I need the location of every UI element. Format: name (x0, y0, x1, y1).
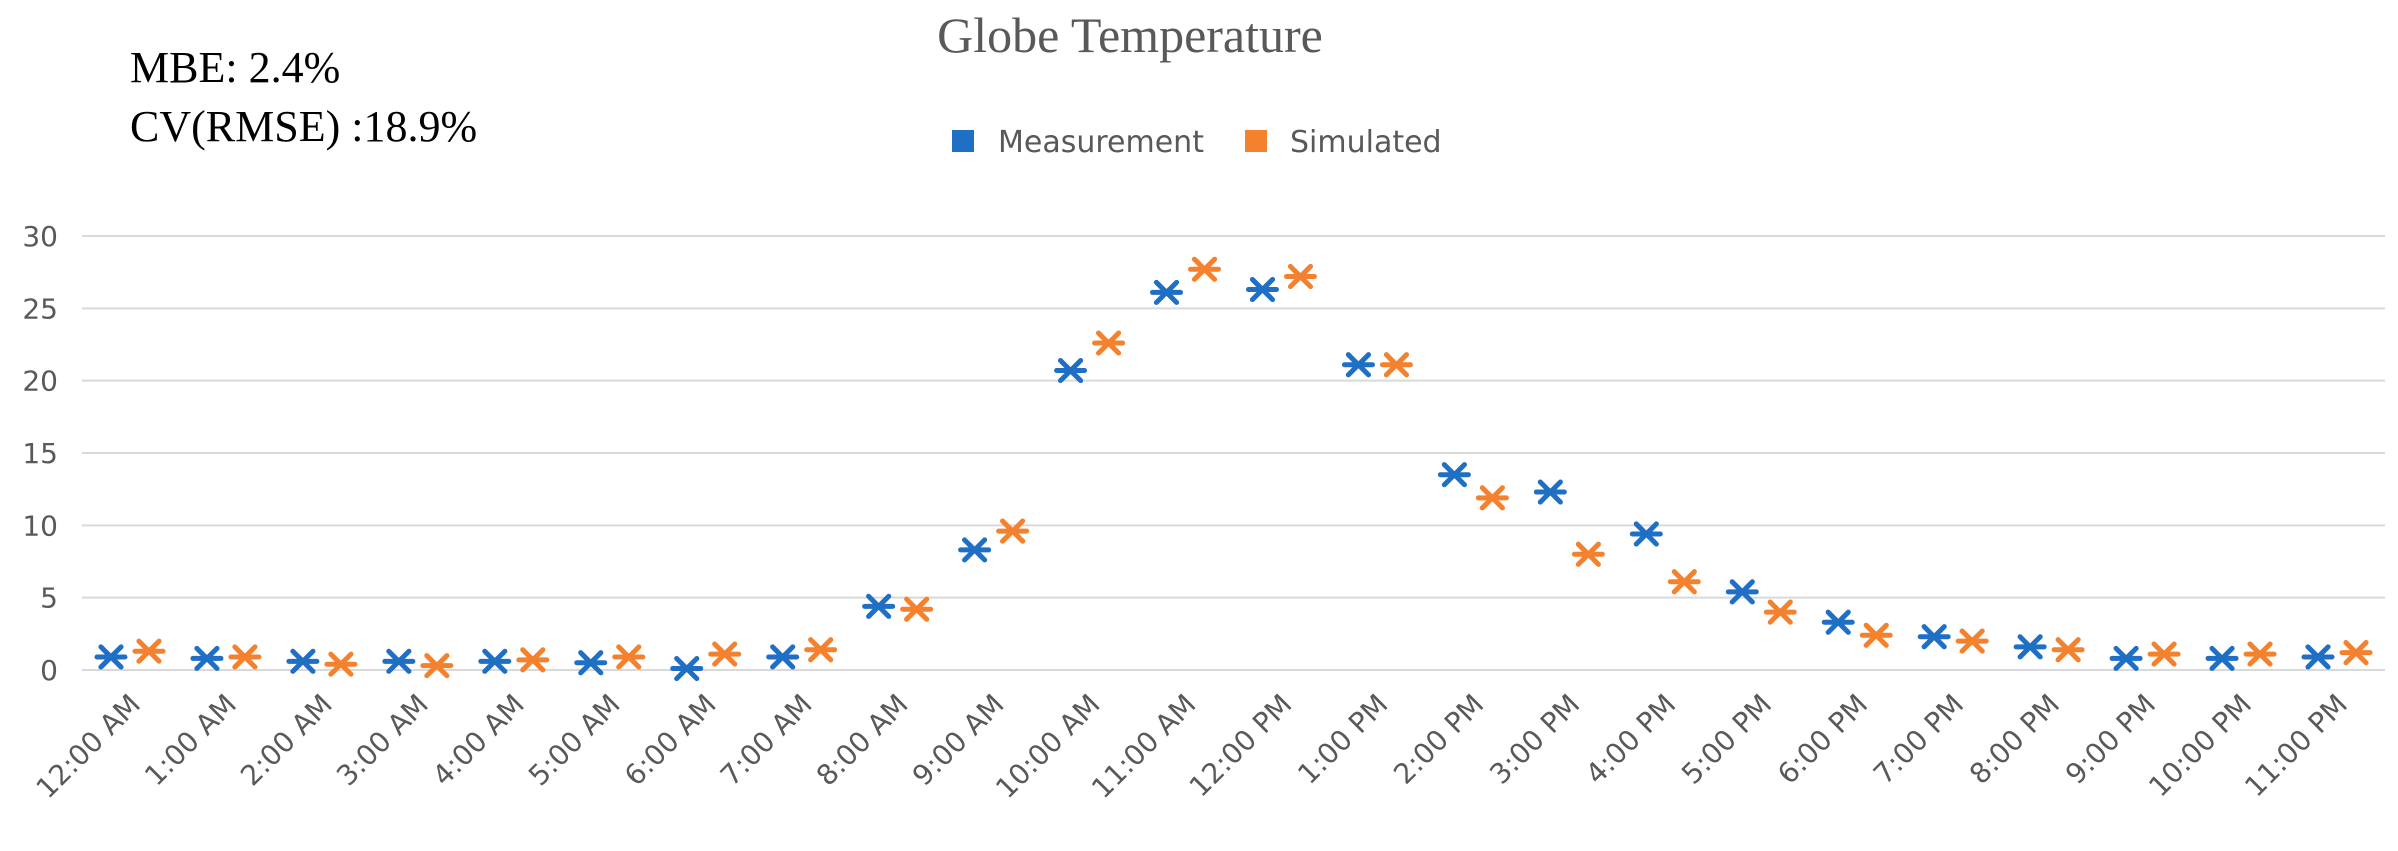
marker-measurement (1533, 479, 1567, 505)
marker-measurement (574, 650, 608, 676)
marker-measurement (1437, 462, 1471, 488)
marker-measurement (94, 644, 128, 670)
x-tick-label: 12:00 AM (30, 688, 147, 805)
marker-measurement (2109, 645, 2143, 672)
x-tick-label: 7:00 AM (714, 688, 819, 793)
x-tick-label: 8:00 AM (810, 688, 915, 793)
x-tick-label: 10:00 PM (2142, 688, 2258, 804)
y-tick-label: 10 (22, 509, 58, 542)
x-tick-label: 7:00 PM (1867, 688, 1970, 791)
y-tick-label: 20 (22, 365, 58, 398)
marker-simulated (804, 637, 838, 663)
marker-measurement (1245, 276, 1279, 303)
marker-simulated (132, 638, 166, 664)
x-axis-ticks: 12:00 AM1:00 AM2:00 AM3:00 AM4:00 AM5:00… (30, 688, 2354, 805)
x-tick-label: 2:00 AM (234, 688, 339, 793)
marker-measurement (862, 593, 896, 619)
marker-simulated (1763, 599, 1797, 625)
marker-measurement (286, 648, 320, 674)
marker-measurement (1054, 357, 1088, 384)
x-tick-label: 5:00 PM (1675, 688, 1778, 791)
data-markers (94, 256, 2373, 682)
y-tick-label: 25 (22, 292, 58, 325)
y-tick-label: 15 (22, 437, 58, 470)
marker-simulated (1092, 330, 1126, 356)
x-tick-label: 1:00 PM (1291, 688, 1394, 791)
marker-simulated (1379, 352, 1413, 378)
y-tick-label: 30 (22, 220, 58, 253)
x-tick-label: 3:00 AM (330, 688, 435, 793)
marker-measurement (1725, 579, 1759, 605)
legend-label-measurement: Measurement (998, 125, 1204, 160)
marker-simulated (1283, 263, 1317, 290)
marker-simulated (1955, 628, 1989, 654)
marker-measurement (2013, 634, 2047, 660)
marker-simulated (516, 647, 550, 673)
marker-measurement (382, 648, 416, 674)
marker-simulated (612, 644, 646, 670)
marker-measurement (190, 645, 224, 672)
marker-measurement (1341, 352, 1375, 378)
mbe-annotation: MBE: 2.4% (130, 43, 340, 92)
legend-label-simulated: Simulated (1290, 125, 1442, 160)
y-tick-label: 0 (40, 654, 58, 687)
x-tick-label: 6:00 AM (618, 688, 723, 793)
marker-measurement (1821, 609, 1855, 635)
marker-simulated (1667, 569, 1701, 595)
legend: Measurement Simulated (952, 125, 1442, 160)
marker-measurement (766, 644, 800, 670)
marker-simulated (996, 518, 1030, 544)
marker-measurement (1629, 521, 1663, 547)
x-tick-label: 3:00 PM (1483, 688, 1586, 791)
x-tick-label: 1:00 AM (138, 688, 243, 793)
gridlines (82, 235, 2385, 671)
marker-simulated (1475, 485, 1509, 511)
marker-measurement (958, 537, 992, 563)
x-tick-label: 2:00 PM (1387, 688, 1490, 791)
x-tick-label: 8:00 PM (1963, 688, 2066, 791)
marker-simulated (1859, 622, 1893, 648)
x-tick-label: 10:00 AM (989, 688, 1106, 805)
marker-simulated (2339, 640, 2373, 666)
marker-measurement (1917, 624, 1951, 650)
marker-simulated (2051, 637, 2085, 663)
x-tick-label: 11:00 AM (1085, 688, 1202, 805)
y-axis-ticks: 0 5 10 15 20 25 30 (22, 220, 58, 687)
x-tick-label: 5:00 AM (522, 688, 627, 793)
marker-simulated (2243, 641, 2277, 667)
legend-swatch-measurement (952, 130, 974, 152)
chart-title: Globe Temperature (937, 7, 1323, 63)
x-tick-label: 11:00 PM (2238, 688, 2354, 804)
marker-measurement (1150, 279, 1184, 305)
marker-measurement (2301, 644, 2335, 670)
marker-measurement (478, 648, 512, 674)
marker-simulated (324, 651, 358, 677)
cv-rmse-annotation: CV(RMSE) :18.9% (130, 102, 477, 151)
x-tick-label: 4:00 PM (1579, 688, 1682, 791)
y-tick-label: 5 (40, 582, 58, 615)
marker-simulated (900, 596, 934, 622)
x-tick-label: 12:00 PM (1183, 688, 1299, 804)
marker-measurement (2205, 645, 2239, 672)
marker-simulated (420, 653, 454, 679)
marker-simulated (2147, 641, 2181, 667)
marker-simulated (708, 641, 742, 667)
marker-measurement (670, 655, 704, 682)
legend-swatch-simulated (1245, 130, 1267, 152)
marker-simulated (1571, 541, 1605, 567)
marker-simulated (1188, 256, 1222, 282)
marker-simulated (228, 644, 262, 670)
x-tick-label: 4:00 AM (426, 688, 531, 793)
x-tick-label: 6:00 PM (1771, 688, 1874, 791)
